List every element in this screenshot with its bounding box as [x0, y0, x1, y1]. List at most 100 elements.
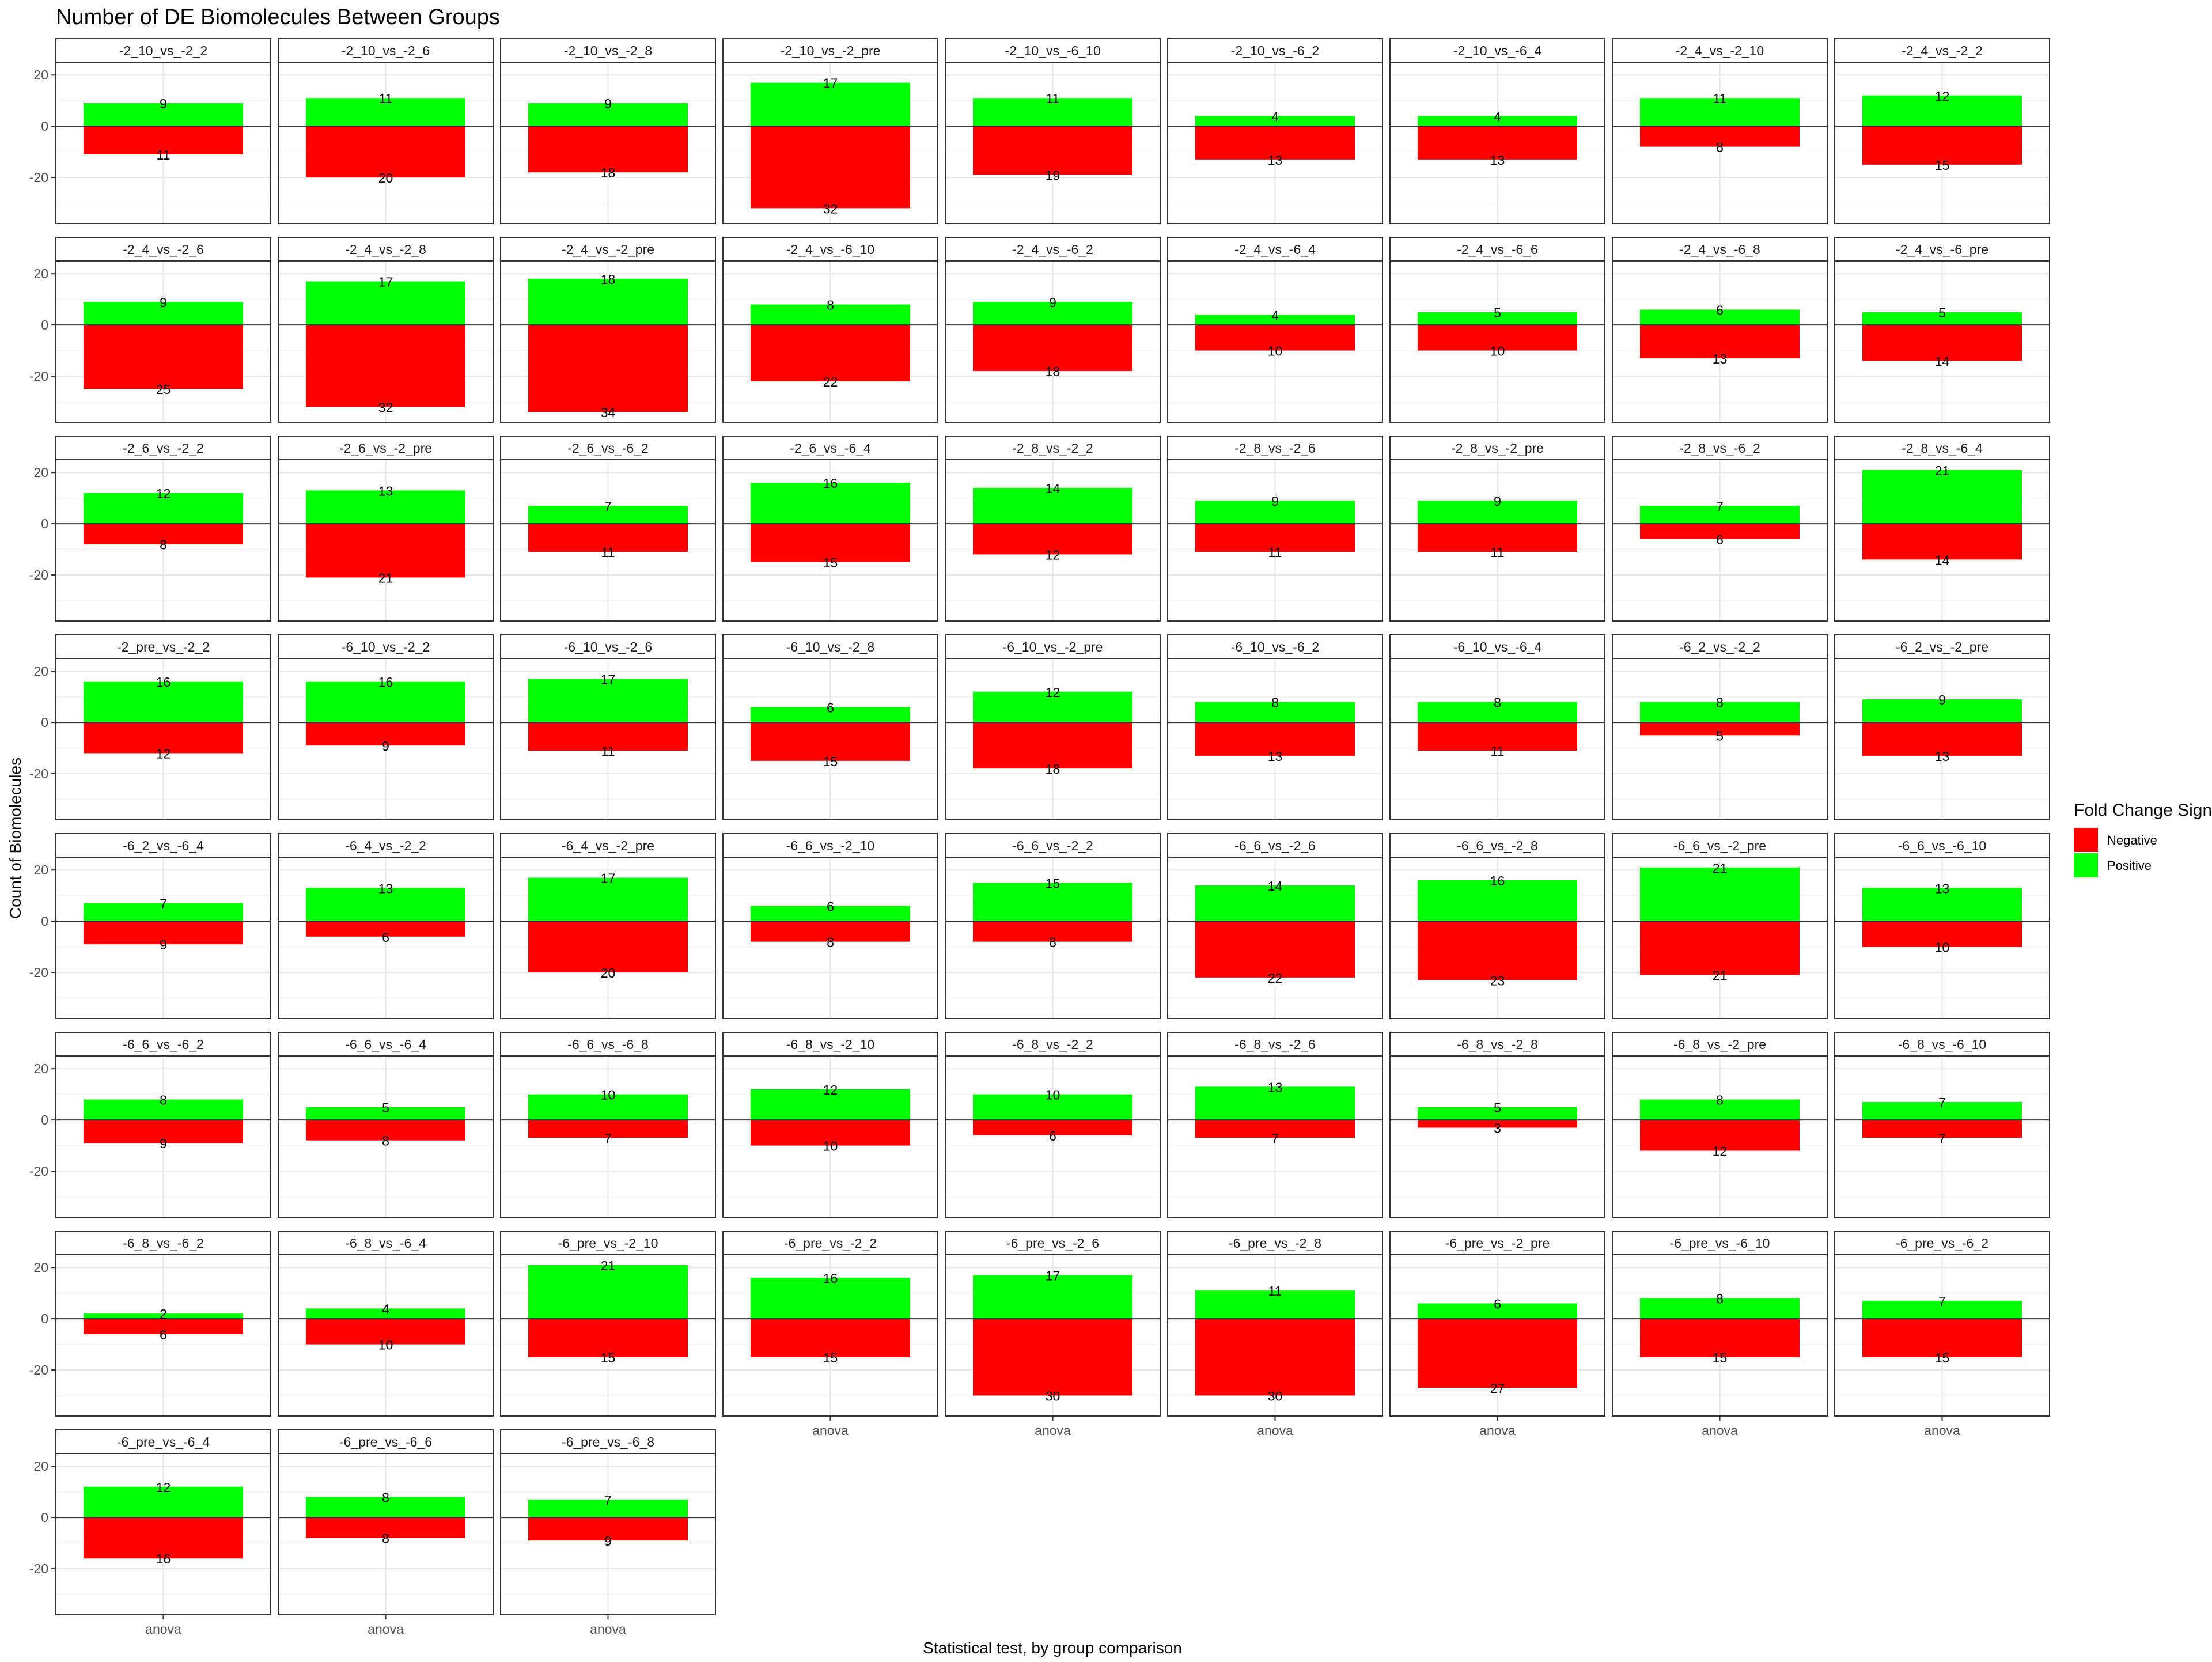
facet-label: -2_4_vs_-6_10: [786, 242, 874, 257]
panel-border: [1612, 857, 1828, 1019]
facet-panel: -2_4_vs_-6_pre 5 14: [1834, 237, 2050, 423]
bar-positive: [84, 103, 243, 127]
y-tick-label: -20: [29, 170, 48, 185]
bar-negative: [306, 722, 465, 746]
y-tick-label: 0: [41, 914, 48, 929]
bar-negative: [751, 1120, 910, 1146]
facet-label: -6_8_vs_-6_10: [1898, 1037, 1986, 1052]
facet-panel: -6_2_vs_-6_4 7 9 -20 0 20: [29, 833, 271, 1019]
bar-negative: [1195, 1120, 1355, 1138]
data-label-negative: 22: [823, 374, 838, 389]
facet-label: -6_6_vs_-2_6: [1234, 838, 1316, 853]
bar-negative: [1640, 1319, 1800, 1357]
data-label-positive: 9: [1938, 692, 1946, 707]
bar-positive: [84, 1099, 243, 1120]
data-label-positive: 16: [156, 675, 171, 690]
facet-panel: -2_8_vs_-6_4 21 14: [1834, 436, 2050, 622]
y-tick-label: 20: [33, 862, 48, 877]
panel-border: [55, 459, 271, 622]
panel-border: [1389, 658, 1605, 820]
data-label-positive: 7: [604, 1493, 612, 1508]
data-label-negative: 18: [601, 165, 616, 180]
facet-label: -2_8_vs_-2_2: [1012, 441, 1093, 456]
data-label-positive: 8: [827, 298, 834, 313]
bar-negative: [528, 921, 688, 972]
data-label-negative: 14: [1935, 354, 1950, 369]
facet-panel: -6_8_vs_-6_2 2 6 -20 0 20: [29, 1231, 271, 1417]
y-tick-label: -20: [29, 965, 48, 980]
facet-label: -6_pre_vs_-2_2: [784, 1236, 877, 1251]
facet-panel: -6_6_vs_-6_8 10 7: [500, 1032, 716, 1218]
facet-panel: -6_pre_vs_-2_8 11 30 anova: [1167, 1231, 1383, 1438]
panel-border: [945, 260, 1161, 423]
bar-positive: [1418, 1107, 1577, 1120]
facet-strip: [722, 38, 938, 63]
bar-positive: [751, 82, 910, 127]
bar-negative: [1195, 722, 1355, 756]
x-tick-label: anova: [1479, 1423, 1516, 1438]
y-axis-title: Count of Biomolecules: [6, 758, 24, 919]
panel-border: [278, 1254, 494, 1417]
facet-panel: -6_6_vs_-2_8 16 23: [1389, 833, 1605, 1019]
data-label-positive: 11: [1268, 1284, 1282, 1298]
panel-border: [500, 1254, 716, 1417]
facet-panel: -6_pre_vs_-2_2 16 15 anova: [722, 1231, 938, 1438]
facet-panel: -6_4_vs_-2_2 13 6: [278, 833, 494, 1019]
panel-border: [500, 62, 716, 224]
facet-label: -2_10_vs_-2_8: [564, 43, 652, 58]
bar-positive: [528, 103, 688, 127]
bar-negative: [1640, 722, 1800, 736]
bar-positive: [1862, 1301, 2022, 1319]
facet-label: -2_6_vs_-6_4: [790, 441, 871, 456]
panel-border: [722, 459, 938, 622]
bar-positive: [1418, 702, 1577, 723]
bar-negative: [528, 1120, 688, 1138]
bar-negative: [528, 1517, 688, 1541]
data-label-positive: 21: [1935, 463, 1950, 478]
legend: Fold Change Sign Negative Positive: [2074, 801, 2212, 877]
facet-strip: [55, 1032, 271, 1057]
facet-strip: [500, 1032, 716, 1057]
panel-border: [278, 658, 494, 820]
bar-positive: [306, 490, 465, 524]
bar-negative: [751, 722, 910, 761]
bar-positive: [306, 98, 465, 127]
bar-positive: [1640, 506, 1800, 524]
facet-label: -2_8_vs_-2_6: [1234, 441, 1316, 456]
facet-label: -2_10_vs_-6_4: [1453, 43, 1542, 58]
data-label-negative: 9: [604, 1534, 612, 1549]
data-label-negative: 6: [1049, 1129, 1056, 1144]
bar-positive: [751, 906, 910, 922]
data-label-negative: 13: [1268, 153, 1283, 168]
bar-positive: [1195, 315, 1355, 325]
facet-strip: [55, 634, 271, 659]
data-label-positive: 4: [1494, 109, 1501, 124]
y-tick-label: 20: [33, 1061, 48, 1076]
data-label-positive: 12: [1935, 89, 1950, 104]
data-label-positive: 17: [378, 275, 393, 290]
y-tick-label: 20: [33, 1459, 48, 1474]
panel-border: [722, 1055, 938, 1218]
data-label-negative: 8: [382, 1531, 389, 1546]
facet-strip: [278, 1429, 494, 1454]
facet-strip: [1834, 38, 2050, 63]
bar-positive: [1862, 699, 2022, 723]
facet-panel: -6_pre_vs_-6_8 7 9 anova: [500, 1429, 716, 1637]
legend-entry: Positive: [2074, 853, 2152, 877]
bar-positive: [973, 98, 1132, 127]
facet-label: -6_6_vs_-2_2: [1012, 838, 1093, 853]
facet-strip: [722, 237, 938, 262]
bar-positive: [1195, 116, 1355, 127]
facet-label: -6_6_vs_-6_2: [123, 1037, 204, 1052]
data-label-negative: 5: [1716, 728, 1724, 743]
facet-label: -6_10_vs_-6_2: [1231, 639, 1319, 654]
y-tick-label: -20: [29, 369, 48, 384]
data-label-positive: 8: [1271, 695, 1279, 710]
facet-panel: -2_10_vs_-6_10 11 19: [945, 38, 1161, 224]
facet-panel: -2_8_vs_-2_pre 9 11: [1389, 436, 1605, 622]
data-label-positive: 11: [1713, 91, 1727, 106]
facet-strip: [722, 1032, 938, 1057]
y-tick-label: 0: [41, 1112, 48, 1127]
data-label-positive: 12: [156, 486, 171, 501]
facet-panel: -2_4_vs_-6_10 8 22: [722, 237, 938, 423]
